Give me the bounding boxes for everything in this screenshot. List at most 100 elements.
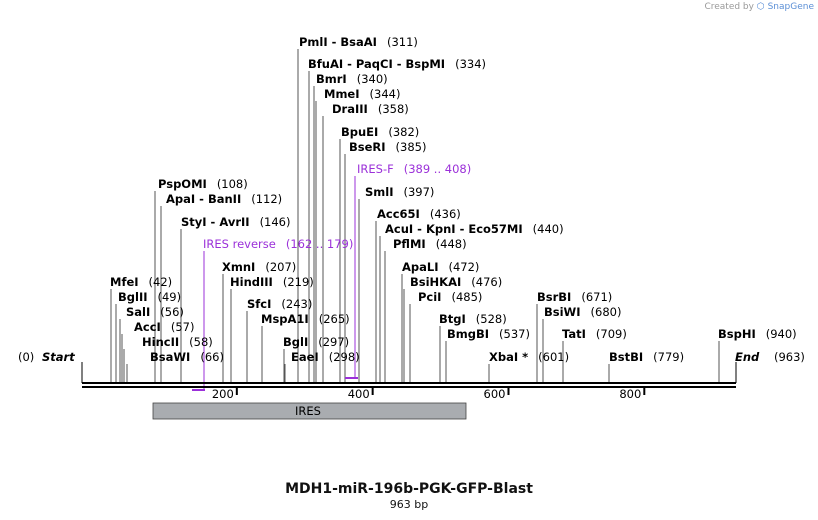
site-name: BglI (283, 335, 308, 349)
site-name: HindIII (230, 275, 273, 289)
enzyme-site-label[interactable]: EaeI (298) (291, 350, 360, 364)
credit-brand: SnapGene (767, 2, 814, 12)
site-name: MspA1I (261, 312, 309, 326)
enzyme-site-label[interactable]: SmlI (397) (365, 185, 434, 199)
enzyme-site-label[interactable]: MspA1I (265) (261, 312, 350, 326)
site-position: (334) (455, 57, 486, 71)
site-name: BmgBI (447, 327, 489, 341)
site-position: (779) (653, 350, 684, 364)
enzyme-site-label[interactable]: TatI (709) (562, 327, 627, 341)
enzyme-site-label[interactable]: AcuI - KpnI - Eco57MI (440) (385, 222, 564, 236)
ires-feature-bar[interactable] (152, 402, 467, 420)
enzyme-site-label[interactable]: BsaWI (66) (150, 350, 224, 364)
ires-f-primer-bar[interactable] (345, 377, 358, 379)
ruler-ticks: 200 400 600 800 (212, 387, 646, 401)
site-name: Acc65I (377, 207, 420, 221)
site-position: (344) (370, 87, 401, 101)
site-name: SalI (126, 305, 150, 319)
enzyme-site-label[interactable]: BglI (297) (283, 335, 349, 349)
site-name: AcuI - KpnI - Eco57MI (385, 222, 523, 236)
site-position: (485) (451, 290, 482, 304)
site-labels: PmlI - BsaAI (311) BfuAI - PaqCI - BspMI (3… (110, 35, 797, 364)
enzyme-site-label[interactable]: SalI (56) (126, 305, 184, 319)
site-position: (298) (329, 350, 360, 364)
site-position: (476) (471, 275, 502, 289)
enzyme-site-label[interactable]: BsiHKAI (476) (410, 275, 502, 289)
enzyme-site-label[interactable]: BsiWI (680) (544, 305, 621, 319)
site-name: DraIII (332, 102, 368, 116)
primer-label[interactable]: IRES reverse (162 .. 179) (203, 237, 353, 251)
site-position: (162 .. 179) (286, 237, 354, 251)
site-position: (219) (283, 275, 314, 289)
enzyme-site-label[interactable]: MmeI (344) (324, 87, 400, 101)
ruler-tick-label: 200 (212, 387, 234, 401)
credit-prefix: Created by (704, 2, 754, 12)
site-position: (537) (499, 327, 530, 341)
site-name: BtgI (439, 312, 466, 326)
site-position: (472) (449, 260, 480, 274)
site-position: (436) (430, 207, 461, 221)
start-label: Start (42, 350, 75, 364)
site-position: (397) (404, 185, 435, 199)
enzyme-site-label[interactable]: PspOMI (108) (158, 177, 248, 191)
enzyme-site-label[interactable]: XbaI * (601) (489, 350, 569, 364)
site-name: ApaI - BanII (166, 192, 241, 206)
enzyme-site-label[interactable]: DraIII (358) (332, 102, 409, 116)
enzyme-site-label[interactable]: BmrI (340) (316, 72, 388, 86)
enzyme-site-label[interactable]: XmnI (207) (222, 260, 296, 274)
enzyme-site-label[interactable]: BseRI (385) (349, 140, 426, 154)
ires-feature-label: IRES (295, 404, 321, 418)
site-name: XmnI (222, 260, 255, 274)
enzyme-site-label[interactable]: PciI (485) (418, 290, 482, 304)
enzyme-site-label[interactable]: BmgBI (537) (447, 327, 530, 341)
site-name: BspHI (718, 327, 756, 341)
ruler-tick-label: 800 (619, 387, 641, 401)
site-name: PmlI - BsaAI (299, 35, 377, 49)
enzyme-site-label[interactable]: AccI (57) (134, 320, 194, 334)
snapgene-logo-icon: ⬡ (756, 2, 765, 12)
enzyme-site-label[interactable]: BstBI (779) (609, 350, 684, 364)
enzyme-site-label[interactable]: ApaI - BanII (112) (166, 192, 282, 206)
site-position: (680) (591, 305, 622, 319)
enzyme-site-label[interactable]: BpuEI (382) (341, 125, 419, 139)
map-title: MDH1-miR-196b-PGK-GFP-Blast (285, 481, 533, 497)
enzyme-site-label[interactable]: HincII (58) (142, 335, 213, 349)
site-name: PciI (418, 290, 441, 304)
site-name: MfeI (110, 275, 139, 289)
site-name: BmrI (316, 72, 347, 86)
enzyme-site-label[interactable]: PmlI - BsaAI (311) (299, 35, 418, 49)
site-position: (243) (281, 297, 312, 311)
site-position: (440) (533, 222, 564, 236)
enzyme-site-label[interactable]: BtgI (528) (439, 312, 507, 326)
enzyme-site-label[interactable]: Acc65I (436) (377, 207, 461, 221)
site-name: SmlI (365, 185, 394, 199)
ruler-tick-label: 400 (348, 387, 370, 401)
site-position: (49) (158, 290, 182, 304)
site-name: BfuAI - PaqCI - BspMI (308, 57, 445, 71)
primer-label[interactable]: IRES-F (389 .. 408) (357, 162, 471, 176)
site-position: (385) (396, 140, 427, 154)
site-name: HincII (142, 335, 179, 349)
enzyme-site-label[interactable]: SfcI (243) (247, 297, 312, 311)
site-position: (389 .. 408) (404, 162, 472, 176)
site-position: (358) (378, 102, 409, 116)
enzyme-site-label[interactable]: StyI - AvrII (146) (181, 215, 291, 229)
site-leader-lines (110, 49, 720, 390)
enzyme-site-label[interactable]: BglII (49) (118, 290, 181, 304)
enzyme-site-label[interactable]: MfeI (42) (110, 275, 172, 289)
ires-reverse-primer-bar[interactable] (192, 389, 205, 391)
snapgene-credit: Created by ⬡ SnapGene (704, 2, 814, 12)
enzyme-site-label[interactable]: BspHI (940) (718, 327, 797, 341)
site-position: (66) (200, 350, 224, 364)
site-name: AccI (134, 320, 161, 334)
enzyme-site-label[interactable]: PflMI (448) (393, 237, 467, 251)
enzyme-site-label[interactable]: ApaLI (472) (402, 260, 479, 274)
enzyme-site-label[interactable]: BfuAI - PaqCI - BspMI (334) (308, 57, 486, 71)
site-name: IRES-F (357, 162, 394, 176)
site-name: BsiHKAI (410, 275, 461, 289)
site-name: SfcI (247, 297, 271, 311)
enzyme-site-label[interactable]: BsrBI (671) (537, 290, 612, 304)
enzyme-site-label[interactable]: HindIII (219) (230, 275, 314, 289)
sequence-length: 963 bp (389, 498, 429, 511)
